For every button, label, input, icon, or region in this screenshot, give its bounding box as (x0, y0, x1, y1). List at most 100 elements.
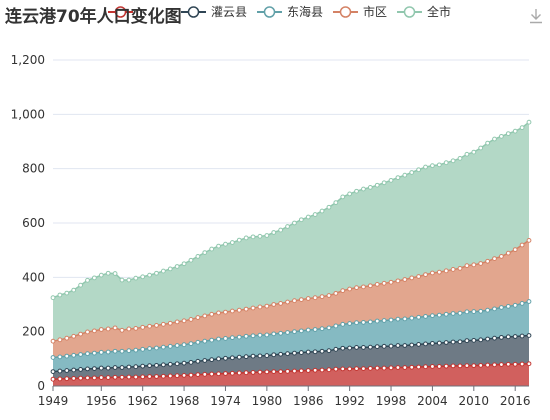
data-point[interactable] (188, 372, 194, 378)
data-point[interactable] (140, 374, 146, 380)
data-point[interactable] (50, 295, 56, 301)
data-point[interactable] (223, 241, 228, 247)
data-point[interactable] (264, 332, 270, 338)
data-point[interactable] (91, 328, 97, 334)
data-point[interactable] (450, 311, 456, 316)
data-point[interactable] (98, 365, 104, 371)
data-point[interactable] (112, 374, 118, 380)
data-point[interactable] (188, 341, 194, 347)
data-point[interactable] (264, 369, 270, 375)
data-point[interactable] (285, 351, 290, 357)
data-point[interactable] (436, 340, 442, 346)
data-point[interactable] (271, 230, 277, 235)
data-point[interactable] (298, 297, 304, 303)
data-point[interactable] (209, 337, 215, 343)
data-point[interactable] (312, 349, 318, 355)
data-point[interactable] (50, 369, 56, 375)
data-point[interactable] (202, 371, 208, 377)
data-point[interactable] (319, 208, 325, 214)
data-point[interactable] (347, 286, 353, 292)
data-point[interactable] (409, 342, 415, 348)
data-point[interactable] (250, 333, 256, 339)
data-point[interactable] (485, 307, 491, 313)
data-point[interactable] (526, 237, 532, 243)
data-point[interactable] (430, 313, 435, 319)
data-point[interactable] (188, 359, 194, 365)
data-point[interactable] (319, 367, 325, 373)
data-point[interactable] (347, 321, 353, 326)
data-point[interactable] (333, 290, 339, 296)
data-point[interactable] (340, 345, 346, 351)
data-point[interactable] (402, 277, 408, 282)
data-point[interactable] (326, 325, 332, 331)
data-point[interactable] (333, 346, 339, 352)
data-point[interactable] (471, 337, 477, 343)
data-point[interactable] (354, 320, 359, 326)
data-point[interactable] (85, 277, 90, 283)
data-point[interactable] (478, 145, 484, 151)
data-point[interactable] (499, 334, 504, 340)
data-point[interactable] (71, 333, 77, 339)
data-point[interactable] (229, 370, 235, 376)
data-point[interactable] (354, 345, 359, 350)
data-point[interactable] (195, 315, 201, 320)
data-point[interactable] (457, 310, 463, 316)
data-point[interactable] (285, 330, 290, 335)
data-point[interactable] (292, 298, 297, 304)
data-point[interactable] (443, 340, 449, 345)
data-point[interactable] (257, 369, 263, 375)
legend-item-0[interactable] (108, 6, 133, 18)
data-point[interactable] (526, 299, 532, 304)
data-point[interactable] (298, 350, 304, 355)
data-point[interactable] (436, 364, 442, 369)
data-point[interactable] (64, 353, 70, 359)
legend-item-2[interactable]: 东海县 (257, 4, 323, 19)
data-point[interactable] (485, 258, 491, 264)
data-point[interactable] (119, 365, 125, 370)
data-point[interactable] (512, 247, 518, 253)
data-point[interactable] (91, 366, 97, 372)
data-point[interactable] (140, 346, 146, 352)
data-point[interactable] (98, 375, 104, 380)
data-point[interactable] (478, 261, 484, 266)
data-point[interactable] (312, 295, 318, 301)
data-point[interactable] (78, 331, 83, 337)
data-point[interactable] (423, 341, 428, 347)
data-point[interactable] (423, 164, 428, 170)
data-point[interactable] (105, 365, 111, 371)
data-point[interactable] (133, 374, 139, 380)
data-point[interactable] (271, 331, 277, 337)
data-point[interactable] (195, 358, 201, 364)
data-point[interactable] (416, 274, 422, 279)
data-point[interactable] (499, 133, 504, 139)
data-point[interactable] (229, 240, 235, 245)
data-point[interactable] (188, 257, 194, 263)
data-point[interactable] (195, 339, 201, 345)
data-point[interactable] (361, 186, 366, 192)
data-point[interactable] (367, 344, 373, 350)
data-point[interactable] (209, 371, 215, 377)
data-point[interactable] (478, 362, 484, 368)
data-point[interactable] (367, 185, 373, 190)
data-point[interactable] (395, 316, 401, 322)
data-point[interactable] (202, 338, 208, 344)
data-point[interactable] (126, 277, 132, 283)
data-point[interactable] (257, 332, 263, 338)
data-point[interactable] (457, 339, 463, 345)
data-point[interactable] (160, 321, 166, 327)
data-point[interactable] (126, 326, 132, 332)
data-point[interactable] (250, 234, 256, 240)
data-point[interactable] (464, 363, 470, 369)
data-point[interactable] (326, 348, 332, 354)
data-point[interactable] (430, 163, 435, 169)
data-point[interactable] (354, 366, 359, 372)
data-point[interactable] (381, 365, 387, 371)
data-point[interactable] (236, 307, 242, 313)
data-point[interactable] (450, 363, 456, 369)
data-point[interactable] (312, 367, 318, 373)
legend[interactable]: 灌云县 东海县 市区 全市 (108, 4, 451, 19)
data-point[interactable] (436, 162, 442, 168)
data-point[interactable] (443, 268, 449, 274)
data-point[interactable] (374, 365, 380, 371)
data-point[interactable] (374, 318, 380, 324)
